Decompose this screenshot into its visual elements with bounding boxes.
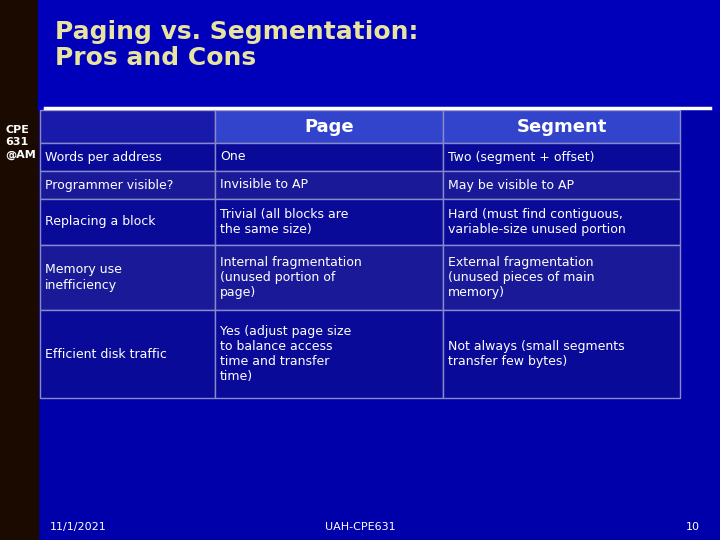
Bar — [215, 110, 443, 143]
Bar — [443, 199, 680, 245]
Text: UAH-CPE631: UAH-CPE631 — [325, 522, 395, 532]
Text: Replacing a block: Replacing a block — [45, 215, 156, 228]
Text: 10: 10 — [686, 522, 700, 532]
Text: 11/1/2021: 11/1/2021 — [50, 522, 107, 532]
Text: Hard (must find contiguous,
variable-size unused portion: Hard (must find contiguous, variable-siz… — [448, 208, 626, 236]
Text: CPE
631
@AM: CPE 631 @AM — [5, 125, 36, 160]
Bar — [215, 199, 443, 245]
Bar — [40, 171, 215, 199]
Text: One: One — [220, 151, 246, 164]
Bar — [443, 245, 680, 310]
Text: Paging vs. Segmentation:: Paging vs. Segmentation: — [55, 20, 418, 44]
Text: Segment: Segment — [516, 118, 607, 136]
Bar — [40, 310, 215, 398]
Text: Not always (small segments
transfer few bytes): Not always (small segments transfer few … — [448, 340, 625, 368]
Bar — [40, 199, 215, 245]
Text: Programmer visible?: Programmer visible? — [45, 179, 174, 192]
Text: Pros and Cons: Pros and Cons — [55, 46, 256, 70]
Text: Two (segment + offset): Two (segment + offset) — [448, 151, 595, 164]
Text: Memory use
inefficiency: Memory use inefficiency — [45, 264, 122, 292]
Bar — [38, 0, 720, 110]
Text: Yes (adjust page size
to balance access
time and transfer
time): Yes (adjust page size to balance access … — [220, 325, 351, 383]
Bar — [40, 110, 215, 143]
Text: May be visible to AP: May be visible to AP — [448, 179, 574, 192]
Text: Efficient disk traffic: Efficient disk traffic — [45, 348, 167, 361]
Bar — [443, 171, 680, 199]
Text: Internal fragmentation
(unused portion of
page): Internal fragmentation (unused portion o… — [220, 256, 361, 299]
Text: Page: Page — [304, 118, 354, 136]
Bar — [40, 143, 215, 171]
Bar — [443, 110, 680, 143]
Bar — [443, 310, 680, 398]
Bar — [215, 143, 443, 171]
Bar — [215, 171, 443, 199]
Bar — [215, 310, 443, 398]
Text: External fragmentation
(unused pieces of main
memory): External fragmentation (unused pieces of… — [448, 256, 595, 299]
Bar — [40, 245, 215, 310]
Bar — [215, 245, 443, 310]
Bar — [0, 0, 38, 540]
Bar — [443, 143, 680, 171]
Text: Trivial (all blocks are
the same size): Trivial (all blocks are the same size) — [220, 208, 348, 236]
Text: Words per address: Words per address — [45, 151, 162, 164]
Text: Invisible to AP: Invisible to AP — [220, 179, 308, 192]
